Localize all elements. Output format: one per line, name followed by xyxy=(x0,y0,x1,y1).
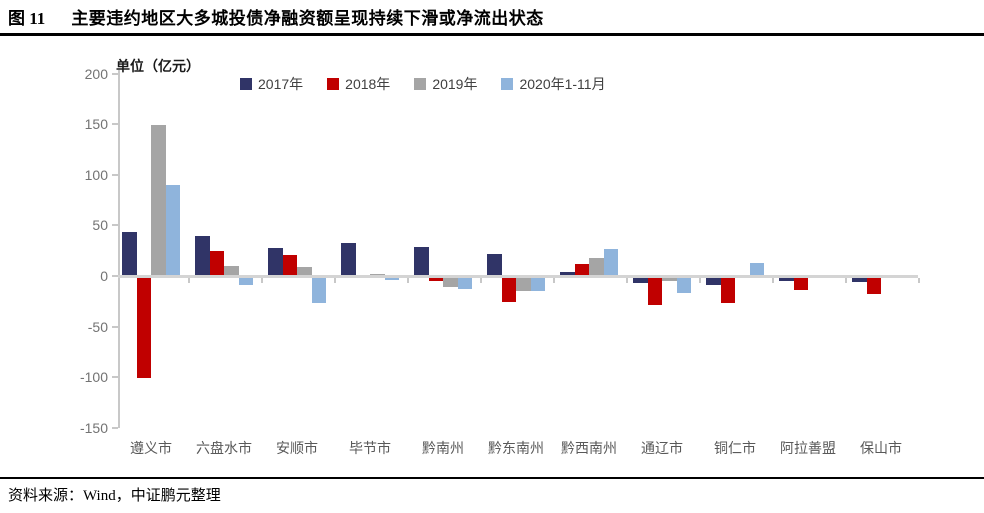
bar-chart: 单位（亿元） 2017年 2018年 2019年 2020年1-11月 200 150 1… xyxy=(0,36,984,476)
category-tick xyxy=(844,278,847,283)
bar-铜仁市-2018年 xyxy=(721,277,735,303)
bar-遵义市-2018年 xyxy=(137,277,151,378)
legend-swatch xyxy=(501,78,514,90)
header-divider xyxy=(0,33,984,36)
bar-阿拉善盟-2018年 xyxy=(794,277,808,290)
unit-label: 单位（亿元） xyxy=(116,58,200,74)
source-note: 资料来源：Wind，中证鹏元整理 xyxy=(8,488,221,504)
y-tick-mark xyxy=(112,123,118,126)
y-tick-label: 150 xyxy=(84,116,108,133)
bar-黔东南州-2019年 xyxy=(516,277,531,291)
bar-遵义市-2017年 xyxy=(122,232,137,276)
bar-遵义市-2019年 xyxy=(151,125,166,276)
legend-swatch xyxy=(414,78,427,90)
legend-label: 2020年1-11月 xyxy=(519,76,606,92)
y-tick-label: 100 xyxy=(84,166,108,183)
bar-通辽市-2017年 xyxy=(633,277,648,283)
bar-通辽市-2018年 xyxy=(648,277,662,305)
y-tick-mark xyxy=(112,376,118,379)
bar-黔东南州-2020年1-11月 xyxy=(531,277,545,291)
zero-axis-line xyxy=(118,275,918,278)
figure-title: 主要违约地区大多城投债净融资额呈现持续下滑或净流出状态 xyxy=(71,9,544,28)
y-tick-mark xyxy=(112,426,118,429)
y-tick-label: 0 xyxy=(100,268,108,284)
y-tick-mark xyxy=(112,72,118,75)
bar-保山市-2018年 xyxy=(867,277,881,294)
figure-header: 图 11 主要违约地区大多城投债净融资额呈现持续下滑或净流出状态 xyxy=(0,0,984,33)
bar-黔西南州-2017年 xyxy=(560,272,575,276)
x-label-黔东南州: 黔东南州 xyxy=(488,440,544,456)
legend-label: 2017年 xyxy=(258,76,304,92)
legend-item-2018年: 2018年 xyxy=(327,74,390,94)
legend-item-2019年: 2019年 xyxy=(414,74,477,94)
legend-label: 2019年 xyxy=(432,76,478,92)
bar-通辽市-2019年 xyxy=(662,277,677,281)
bar-黔西南州-2020年1-11月 xyxy=(604,249,618,276)
category-tick xyxy=(698,278,701,283)
category-tick xyxy=(333,278,336,283)
bar-六盘水市-2020年1-11月 xyxy=(239,277,253,285)
legend-swatch xyxy=(240,78,252,90)
chart-legend: 2017年 2018年 2019年 2020年1-11月 xyxy=(240,74,606,94)
y-tick-label: 50 xyxy=(92,217,108,234)
x-label-铜仁市: 铜仁市 xyxy=(714,440,756,456)
bar-黔南州-2018年 xyxy=(429,277,443,281)
bar-毕节市-2020年1-11月 xyxy=(385,277,399,280)
bar-黔南州-2019年 xyxy=(443,277,458,287)
x-label-安顺市: 安顺市 xyxy=(276,440,318,456)
footer-divider xyxy=(0,477,984,479)
category-tick xyxy=(625,278,628,283)
legend-swatch xyxy=(327,78,340,90)
bar-毕节市-2017年 xyxy=(341,243,356,276)
bar-安顺市-2018年 xyxy=(283,255,297,276)
bar-六盘水市-2018年 xyxy=(210,251,224,276)
figure-number: 图 11 xyxy=(8,9,46,28)
bar-黔东南州-2018年 xyxy=(502,277,516,302)
bar-铜仁市-2017年 xyxy=(706,277,721,285)
bar-黔南州-2017年 xyxy=(414,247,429,276)
y-tick-mark xyxy=(112,325,118,328)
x-label-保山市: 保山市 xyxy=(860,440,902,456)
bar-六盘水市-2017年 xyxy=(195,236,210,277)
y-tick-mark xyxy=(112,173,118,176)
bar-安顺市-2020年1-11月 xyxy=(312,277,326,303)
category-tick xyxy=(406,278,409,283)
bar-安顺市-2017年 xyxy=(268,248,283,276)
x-label-阿拉善盟: 阿拉善盟 xyxy=(780,440,836,456)
bar-阿拉善盟-2017年 xyxy=(779,277,794,281)
y-tick-label: 200 xyxy=(84,65,108,82)
category-tick xyxy=(479,278,482,283)
bar-铜仁市-2020年1-11月 xyxy=(750,263,764,276)
y-axis-line xyxy=(118,69,120,428)
bar-黔南州-2020年1-11月 xyxy=(458,277,472,289)
x-label-黔南州: 黔南州 xyxy=(422,440,464,456)
bar-黔东南州-2017年 xyxy=(487,254,502,276)
x-label-毕节市: 毕节市 xyxy=(349,440,391,456)
y-tick-mark xyxy=(112,224,118,227)
y-tick-label: -50 xyxy=(87,318,108,335)
bar-通辽市-2020年1-11月 xyxy=(677,277,691,293)
legend-item-2017年: 2017年 xyxy=(240,74,303,94)
y-tick-mark xyxy=(112,275,118,277)
x-label-黔西南州: 黔西南州 xyxy=(561,440,617,456)
bar-遵义市-2020年1-11月 xyxy=(166,185,180,276)
legend-label: 2018年 xyxy=(345,76,391,92)
category-tick xyxy=(260,278,263,283)
x-label-遵义市: 遵义市 xyxy=(130,440,172,456)
category-tick xyxy=(771,278,774,283)
x-label-六盘水市: 六盘水市 xyxy=(196,440,252,456)
bar-保山市-2017年 xyxy=(852,277,867,282)
bar-黔西南州-2018年 xyxy=(575,264,589,276)
y-tick-label: -100 xyxy=(79,369,108,386)
y-tick-label: -150 xyxy=(79,419,108,436)
category-tick xyxy=(187,278,190,283)
category-tick xyxy=(917,278,920,283)
bar-安顺市-2019年 xyxy=(297,267,312,276)
category-tick xyxy=(552,278,555,283)
bar-黔西南州-2019年 xyxy=(589,258,604,276)
legend-item-2020年1-11月: 2020年1-11月 xyxy=(501,74,606,94)
bar-六盘水市-2019年 xyxy=(224,266,239,276)
x-label-通辽市: 通辽市 xyxy=(641,440,683,456)
